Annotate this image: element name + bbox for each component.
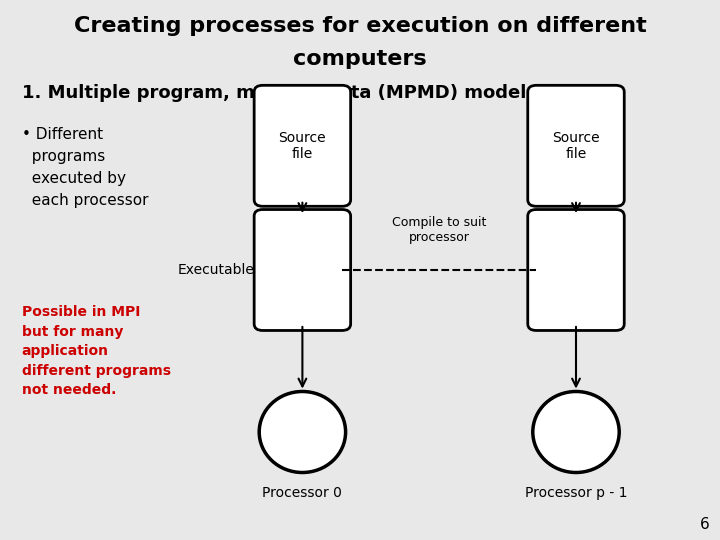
Text: Compile to suit
processor: Compile to suit processor [392, 216, 487, 244]
Ellipse shape [533, 392, 619, 472]
FancyBboxPatch shape [528, 210, 624, 330]
FancyBboxPatch shape [254, 210, 351, 330]
Text: Executable: Executable [177, 263, 254, 277]
FancyBboxPatch shape [254, 85, 351, 206]
Text: 6: 6 [699, 517, 709, 532]
FancyBboxPatch shape [528, 85, 624, 206]
Text: 1. Multiple program, multiple data (MPMD) model: 1. Multiple program, multiple data (MPMD… [22, 84, 526, 102]
Text: Creating processes for execution on different: Creating processes for execution on diff… [73, 16, 647, 36]
Text: • Different
  programs
  executed by
  each processor: • Different programs executed by each pr… [22, 127, 148, 208]
Text: Possible in MPI
but for many
application
different programs
not needed.: Possible in MPI but for many application… [22, 305, 171, 397]
Ellipse shape [259, 392, 346, 472]
Text: computers: computers [293, 49, 427, 69]
Text: Processor 0: Processor 0 [263, 486, 342, 500]
Text: Source
file: Source file [279, 131, 326, 161]
Text: Source
file: Source file [552, 131, 600, 161]
Text: Processor p - 1: Processor p - 1 [525, 486, 627, 500]
